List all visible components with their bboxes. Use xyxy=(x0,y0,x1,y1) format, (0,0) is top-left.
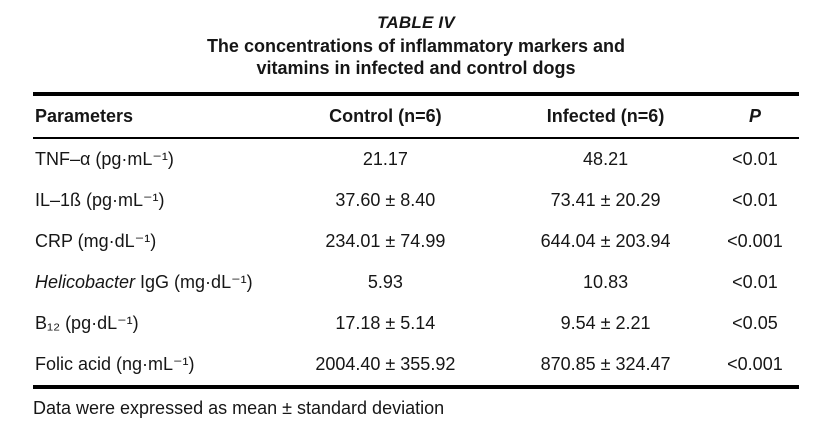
p-value: <0.01 xyxy=(732,272,778,292)
table-row-il1b: IL–1ß (pg·mL⁻¹) 37.60 ± 8.40 73.41 ± 20.… xyxy=(33,180,799,221)
table-row-tnf-alpha: TNF–α (pg·mL⁻¹) 21.17 48.21 <0.01 xyxy=(33,138,799,180)
parameter-text: B₁₂ (pg·dL⁻¹) xyxy=(35,313,139,333)
table-number-label: TABLE IV xyxy=(377,13,455,32)
column-header-control: Control (n=6) xyxy=(270,94,501,139)
column-header-p-value: P xyxy=(710,94,799,139)
header-row: Parameters Control (n=6) Infected (n=6) … xyxy=(33,94,799,139)
parameter-text: CRP (mg·dL⁻¹) xyxy=(35,231,157,251)
parameter-cell: B₁₂ (pg·dL⁻¹) xyxy=(33,303,270,344)
table-row-helicobacter-igg: Helicobacter IgG (mg·dL⁻¹) 5.93 10.83 <0… xyxy=(33,262,799,303)
infected-value: 73.41 ± 20.29 xyxy=(550,190,661,210)
parameter-cell: IL–1ß (pg·mL⁻¹) xyxy=(33,180,270,221)
p-value: <0.001 xyxy=(727,231,783,251)
p-value: <0.01 xyxy=(732,190,778,210)
p-value: <0.001 xyxy=(727,354,783,374)
parameter-cell: CRP (mg·dL⁻¹) xyxy=(33,221,270,262)
parameter-text: IgG (mg·dL⁻¹) xyxy=(135,272,253,292)
parameter-cell: Folic acid (ng·mL⁻¹) xyxy=(33,344,270,387)
control-value: 234.01 ± 74.99 xyxy=(325,231,446,251)
parameter-italic-part: Helicobacter xyxy=(35,272,136,292)
table-row-b12: B₁₂ (pg·dL⁻¹) 17.18 ± 5.14 9.54 ± 2.21 <… xyxy=(33,303,799,344)
infected-value: 644.04 ± 203.94 xyxy=(540,231,671,251)
parameter-text: IL–1ß (pg·mL⁻¹) xyxy=(35,190,165,210)
table-footnote: Data were expressed as mean ± standard d… xyxy=(33,398,445,418)
table-caption-line2: vitamins in infected and control dogs xyxy=(256,58,576,78)
table-row-folic-acid: Folic acid (ng·mL⁻¹) 2004.40 ± 355.92 87… xyxy=(33,344,799,387)
parameter-text: TNF–α (pg·mL⁻¹) xyxy=(35,149,174,169)
parameter-cell: TNF–α (pg·mL⁻¹) xyxy=(33,138,270,180)
infected-value: 48.21 xyxy=(583,149,629,169)
control-value: 21.17 xyxy=(362,149,408,169)
infected-value: 9.54 ± 2.21 xyxy=(560,313,651,333)
p-value: <0.05 xyxy=(732,313,778,333)
control-value: 17.18 ± 5.14 xyxy=(335,313,436,333)
table-caption-line1: The concentrations of inflammatory marke… xyxy=(206,36,626,56)
control-value: 37.60 ± 8.40 xyxy=(335,190,436,210)
parameter-cell: Helicobacter IgG (mg·dL⁻¹) xyxy=(33,262,270,303)
table-row-crp: CRP (mg·dL⁻¹) 234.01 ± 74.99 644.04 ± 20… xyxy=(33,221,799,262)
infected-value: 10.83 xyxy=(583,272,629,292)
table-title-block: TABLE IV The concentrations of inflammat… xyxy=(33,11,799,79)
infected-value: 870.85 ± 324.47 xyxy=(540,354,671,374)
control-value: 2004.40 ± 355.92 xyxy=(315,354,456,374)
column-header-parameters: Parameters xyxy=(33,94,271,139)
p-value: <0.01 xyxy=(732,149,778,169)
parameter-text: Folic acid (ng·mL⁻¹) xyxy=(35,354,195,374)
markers-vitamins-table: Parameters Control (n=6) Infected (n=6) … xyxy=(33,92,799,389)
control-value: 5.93 xyxy=(367,272,403,292)
column-header-infected: Infected (n=6) xyxy=(500,94,711,139)
